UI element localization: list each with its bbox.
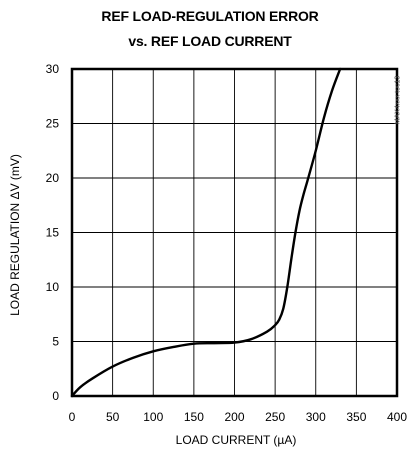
series-line-0 (70, 67, 342, 398)
chart-title: REF LOAD-REGULATION ERROR (101, 8, 319, 24)
x-tick-label: 350 (346, 410, 366, 424)
y-tick-label: 0 (52, 389, 59, 403)
grid (72, 69, 397, 396)
y-tick-label: 15 (46, 226, 60, 240)
series-lines (70, 67, 342, 398)
y-tick-label: 25 (46, 117, 60, 131)
x-tick-label: 150 (184, 410, 204, 424)
x-tick-label: 250 (265, 410, 285, 424)
chart-subtitle: vs. REF LOAD CURRENT (128, 33, 292, 49)
y-tick-label: 30 (46, 62, 60, 76)
y-tick-label: 20 (46, 171, 60, 185)
plot-frame (70, 67, 399, 398)
x-tick-label: 300 (306, 410, 326, 424)
x-tick-label: 100 (143, 410, 163, 424)
x-tick-label: 400 (387, 410, 407, 424)
y-tick-label: 10 (46, 280, 60, 294)
x-tick-label: 200 (224, 410, 244, 424)
x-axis-label: LOAD CURRENT (µA) (175, 433, 297, 447)
y-axis-label: LOAD REGULATION ΔV (mV) (8, 154, 22, 316)
tick-labels: 0 50 100 150 200 250 300 350 400 0 5 10 15 20 25 30 (46, 62, 407, 424)
x-tick-label: 0 (69, 410, 76, 424)
figure-id-text: MAX4xxx toc13 (394, 75, 402, 125)
x-tick-label: 50 (106, 410, 120, 424)
y-tick-label: 5 (52, 335, 59, 349)
